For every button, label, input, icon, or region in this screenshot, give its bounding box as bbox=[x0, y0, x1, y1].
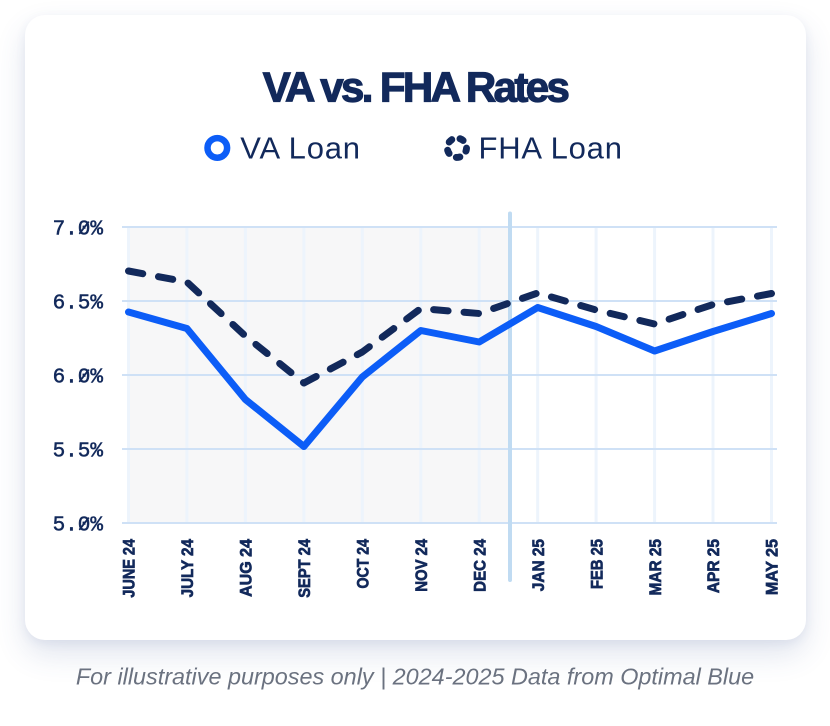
svg-text:For illustrative purposes only: For illustrative purposes only | 2024-20… bbox=[76, 664, 754, 690]
svg-text:MAY 25: MAY 25 bbox=[762, 539, 782, 595]
svg-text:SEPT 24: SEPT 24 bbox=[296, 539, 314, 598]
svg-text:NOV 24: NOV 24 bbox=[413, 539, 431, 592]
svg-text:MAR 25: MAR 25 bbox=[646, 539, 665, 596]
svg-text:OCT 24: OCT 24 bbox=[354, 539, 372, 589]
svg-text:VA Loan: VA Loan bbox=[240, 131, 361, 166]
svg-text:FHA Loan: FHA Loan bbox=[479, 131, 623, 166]
svg-text:APR 25: APR 25 bbox=[705, 539, 724, 593]
svg-text:6.5%: 6.5% bbox=[53, 292, 104, 315]
svg-text:7.0%: 7.0% bbox=[53, 218, 104, 241]
svg-text:AUG 24: AUG 24 bbox=[236, 538, 256, 597]
svg-text:JULY 24: JULY 24 bbox=[178, 539, 197, 597]
svg-text:JUNE 24: JUNE 24 bbox=[121, 539, 139, 598]
svg-text:5.0%: 5.0% bbox=[53, 514, 104, 537]
svg-text:VA vs. FHA Rates: VA vs. FHA Rates bbox=[263, 63, 569, 110]
svg-text:6.0%: 6.0% bbox=[53, 366, 104, 389]
svg-text:5.5%: 5.5% bbox=[53, 440, 104, 463]
svg-text:JAN 25: JAN 25 bbox=[529, 539, 548, 591]
svg-text:DEC 24: DEC 24 bbox=[471, 539, 490, 592]
svg-text:FEB 25: FEB 25 bbox=[588, 539, 606, 589]
